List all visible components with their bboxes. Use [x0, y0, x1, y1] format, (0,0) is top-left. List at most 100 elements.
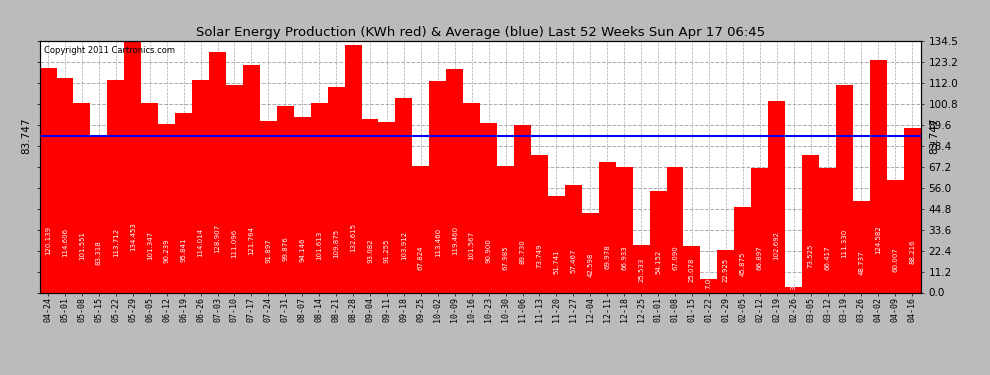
- Bar: [666, 167, 683, 292]
- Text: 45.875: 45.875: [740, 252, 745, 276]
- Text: 25.078: 25.078: [689, 257, 695, 282]
- Text: 83.318: 83.318: [96, 241, 102, 266]
- Bar: [819, 168, 836, 292]
- Text: 124.582: 124.582: [875, 225, 881, 254]
- Text: 91.897: 91.897: [265, 238, 271, 263]
- Bar: [243, 65, 259, 292]
- Bar: [735, 207, 751, 292]
- Text: 113.460: 113.460: [435, 228, 441, 257]
- Text: 73.525: 73.525: [808, 244, 814, 268]
- Text: 111.330: 111.330: [842, 228, 847, 258]
- Text: 111.096: 111.096: [232, 228, 238, 258]
- Bar: [718, 250, 735, 292]
- Text: 57.467: 57.467: [570, 248, 576, 273]
- Bar: [311, 103, 328, 292]
- Text: 102.692: 102.692: [773, 231, 780, 260]
- Text: 88.216: 88.216: [909, 239, 915, 264]
- Text: 103.912: 103.912: [401, 231, 407, 260]
- Bar: [531, 155, 547, 292]
- Text: 90.900: 90.900: [486, 238, 492, 263]
- Text: 67.824: 67.824: [418, 245, 424, 270]
- Bar: [802, 155, 819, 292]
- Bar: [836, 84, 853, 292]
- Bar: [328, 87, 345, 292]
- Bar: [633, 245, 649, 292]
- Text: 25.533: 25.533: [639, 257, 644, 282]
- Bar: [107, 80, 125, 292]
- Bar: [345, 45, 361, 292]
- Bar: [463, 103, 480, 292]
- Text: 120.139: 120.139: [46, 226, 51, 255]
- Bar: [56, 78, 73, 292]
- Bar: [547, 196, 565, 292]
- Text: 3.152: 3.152: [791, 270, 797, 290]
- Text: 7.009: 7.009: [706, 268, 712, 289]
- Bar: [90, 137, 107, 292]
- Bar: [40, 68, 56, 292]
- Bar: [395, 98, 413, 292]
- Text: 89.730: 89.730: [520, 239, 526, 264]
- Bar: [125, 41, 142, 292]
- Text: 42.598: 42.598: [587, 252, 593, 277]
- Text: 48.737: 48.737: [858, 251, 864, 275]
- Bar: [413, 166, 430, 292]
- Bar: [446, 69, 463, 292]
- Text: 94.146: 94.146: [299, 238, 305, 262]
- Text: 95.841: 95.841: [180, 237, 187, 262]
- Text: 132.615: 132.615: [350, 223, 356, 252]
- Bar: [599, 162, 616, 292]
- Bar: [904, 128, 921, 292]
- Text: 93.082: 93.082: [367, 238, 373, 262]
- Text: 51.741: 51.741: [553, 250, 559, 274]
- Text: 66.897: 66.897: [756, 245, 762, 270]
- Bar: [192, 80, 209, 292]
- Text: 66.933: 66.933: [621, 245, 628, 270]
- Text: 69.978: 69.978: [604, 244, 610, 269]
- Bar: [209, 52, 226, 292]
- Text: 101.613: 101.613: [316, 231, 322, 260]
- Text: 54.152: 54.152: [655, 249, 661, 274]
- Text: 90.239: 90.239: [163, 239, 169, 264]
- Text: 60.007: 60.007: [892, 247, 898, 272]
- Bar: [565, 185, 582, 292]
- Text: 119.460: 119.460: [451, 226, 457, 255]
- Bar: [751, 168, 768, 292]
- Bar: [294, 117, 311, 292]
- Text: 114.606: 114.606: [62, 228, 68, 256]
- Bar: [142, 103, 158, 292]
- Text: Copyright 2011 Cartronics.com: Copyright 2011 Cartronics.com: [44, 46, 175, 55]
- Title: Solar Energy Production (KWh red) & Average (blue) Last 52 Weeks Sun Apr 17 06:4: Solar Energy Production (KWh red) & Aver…: [196, 26, 764, 39]
- Text: 101.347: 101.347: [147, 231, 152, 260]
- Bar: [768, 100, 785, 292]
- Bar: [870, 60, 887, 292]
- Bar: [480, 123, 497, 292]
- Text: 66.417: 66.417: [825, 246, 831, 270]
- Bar: [175, 114, 192, 292]
- Text: 128.907: 128.907: [215, 224, 221, 253]
- Bar: [701, 279, 718, 292]
- Bar: [497, 165, 514, 292]
- Bar: [430, 81, 446, 292]
- Text: 121.764: 121.764: [248, 226, 254, 255]
- Text: 22.925: 22.925: [723, 258, 729, 282]
- Bar: [277, 106, 294, 292]
- Text: 91.255: 91.255: [384, 239, 390, 263]
- Text: 83.747: 83.747: [930, 118, 940, 154]
- Bar: [582, 213, 599, 292]
- Bar: [226, 85, 243, 292]
- Text: 83.747: 83.747: [21, 118, 31, 154]
- Bar: [158, 124, 175, 292]
- Text: 109.875: 109.875: [333, 229, 340, 258]
- Bar: [887, 180, 904, 292]
- Text: 73.749: 73.749: [537, 243, 543, 268]
- Text: 67.985: 67.985: [503, 245, 509, 270]
- Text: 134.453: 134.453: [130, 222, 136, 251]
- Bar: [616, 168, 633, 292]
- Bar: [378, 122, 395, 292]
- Text: 99.876: 99.876: [282, 236, 288, 261]
- Bar: [514, 125, 531, 292]
- Bar: [259, 121, 277, 292]
- Text: 114.014: 114.014: [198, 228, 204, 257]
- Bar: [73, 103, 90, 292]
- Bar: [683, 246, 701, 292]
